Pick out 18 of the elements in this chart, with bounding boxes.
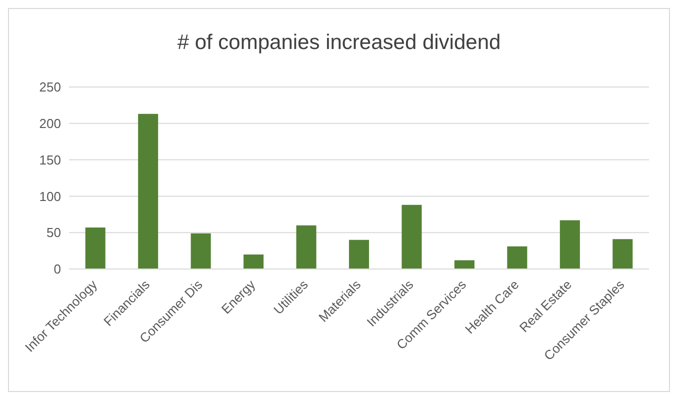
bar [560, 220, 580, 269]
bar [190, 233, 211, 269]
bar [348, 240, 370, 269]
bar [454, 260, 474, 269]
bar [138, 114, 158, 269]
y-tick-label: 150 [39, 152, 61, 168]
bar [296, 225, 316, 269]
y-tick-label: 200 [39, 116, 61, 132]
bar [507, 246, 528, 269]
y-tick-label: 0 [54, 262, 61, 277]
y-tick-label: 250 [39, 80, 61, 95]
y-tick-label: 100 [39, 188, 61, 204]
bar [612, 239, 633, 269]
bar [244, 254, 264, 269]
chart-title: # of companies increased dividend [176, 31, 502, 55]
bar [85, 228, 106, 269]
bar [402, 204, 422, 269]
y-tick-label: 50 [46, 225, 61, 240]
